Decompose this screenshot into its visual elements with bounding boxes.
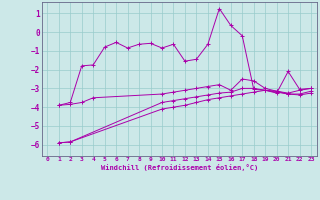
X-axis label: Windchill (Refroidissement éolien,°C): Windchill (Refroidissement éolien,°C) xyxy=(100,164,258,171)
